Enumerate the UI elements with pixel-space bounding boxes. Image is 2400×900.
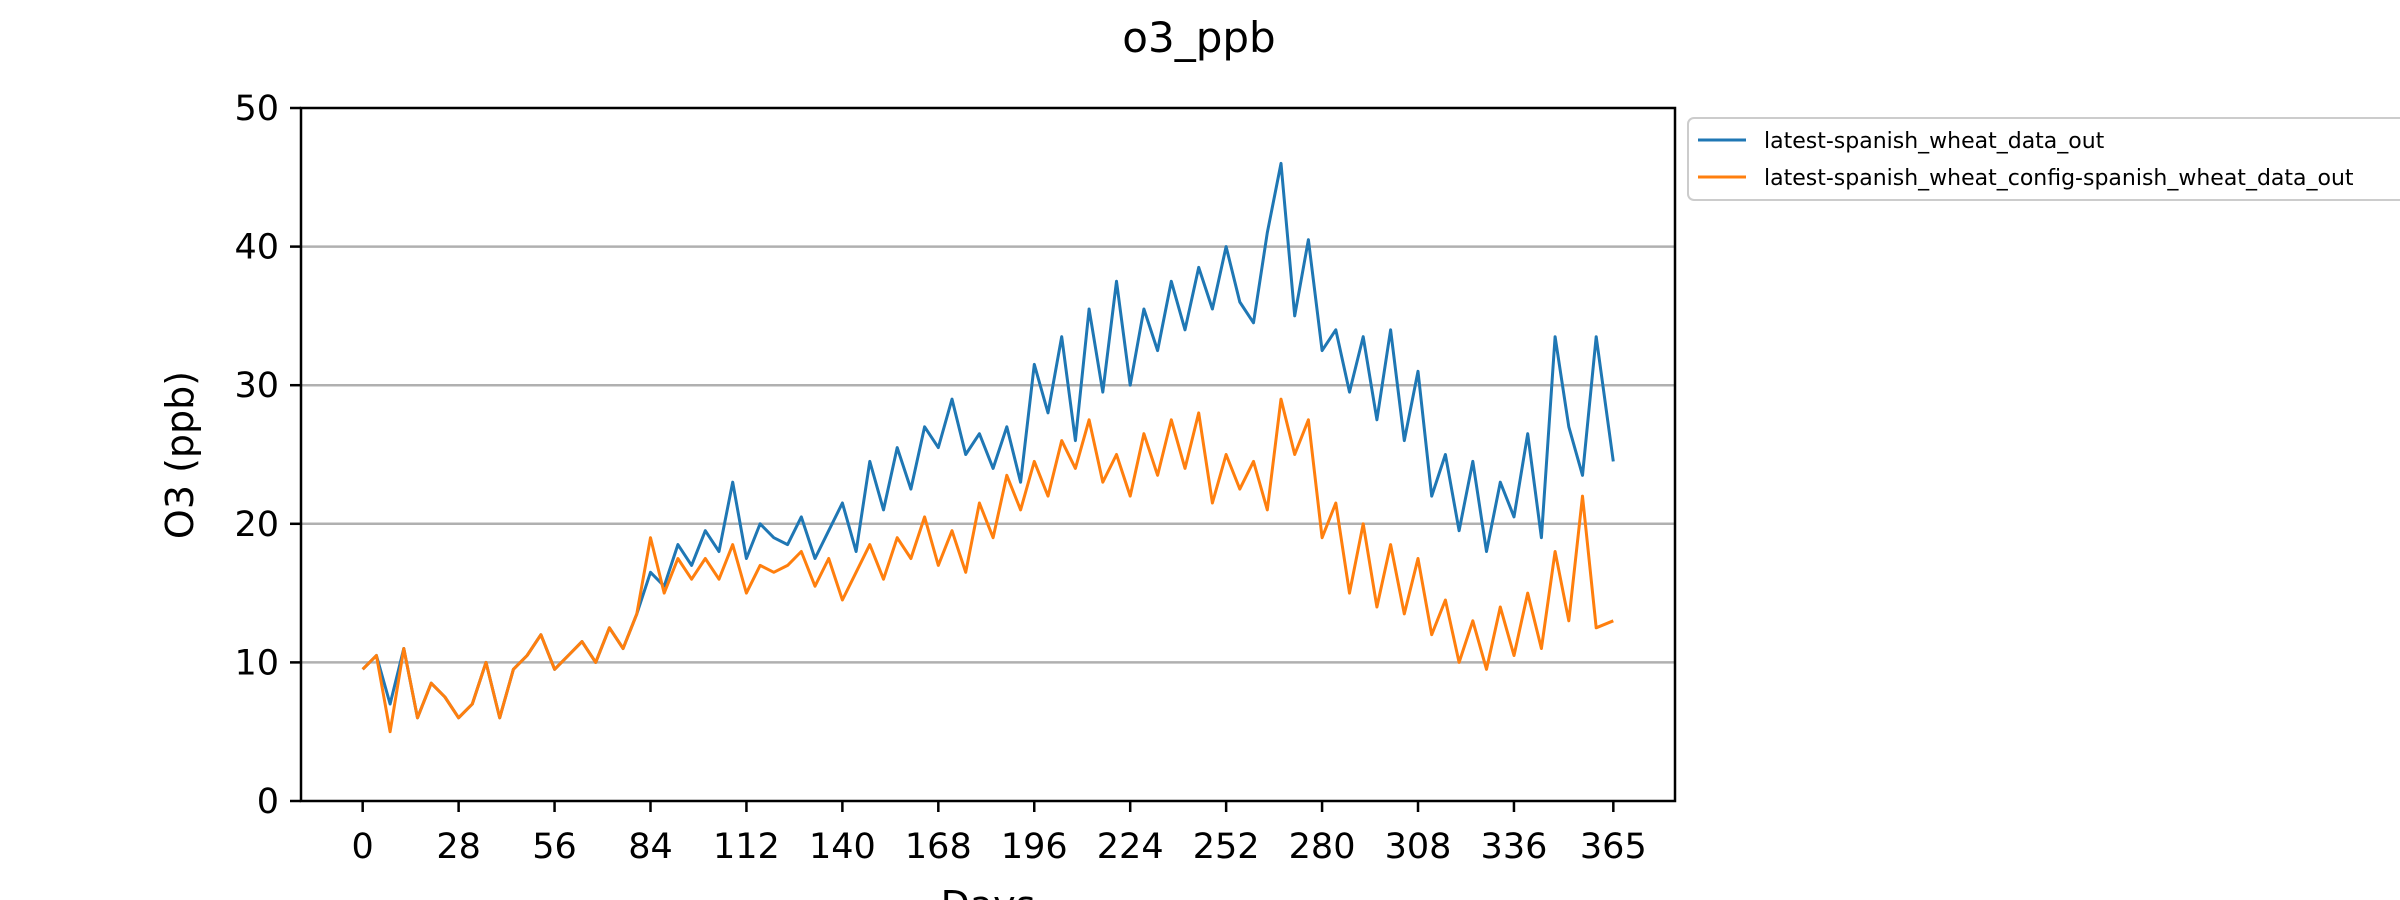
x-tick-label: 0 xyxy=(352,827,374,867)
legend-box xyxy=(1687,117,2400,201)
y-tick-label: 30 xyxy=(234,366,279,406)
x-tick-label: 336 xyxy=(1481,827,1548,867)
chart-title: o3_ppb xyxy=(1122,13,1275,62)
y-axis: 0 10 20 30 40 50 xyxy=(234,89,301,822)
grid-lines xyxy=(301,245,1675,664)
legend: latest-spanish_wheat_data_out latest-span… xyxy=(1687,117,2400,201)
x-axis: 0 28 56 84 112 140 168 196 224 252 280 308 336 365 xyxy=(352,801,1647,867)
x-tick-label: 28 xyxy=(436,827,481,867)
legend-label-1: latest-spanish_wheat_data_out xyxy=(1764,129,2105,154)
x-tick-label: 168 xyxy=(905,827,972,867)
y-tick-label: 40 xyxy=(234,228,279,268)
x-tick-label: 252 xyxy=(1193,827,1260,867)
y-tick-label: 0 xyxy=(257,782,279,822)
x-tick-label: 308 xyxy=(1385,827,1452,867)
x-tick-label: 140 xyxy=(809,827,876,867)
x-tick-label: 112 xyxy=(713,827,780,867)
y-axis-label: O3 (ppb) xyxy=(158,371,202,539)
x-axis-label: Days xyxy=(941,883,1036,900)
x-tick-label: 224 xyxy=(1097,827,1164,867)
y-tick-label: 50 xyxy=(234,89,279,129)
y-tick-label: 10 xyxy=(234,643,279,683)
legend-label-2: latest-spanish_wheat_config-spanish_whea… xyxy=(1764,166,2354,191)
x-tick-label: 56 xyxy=(532,827,577,867)
x-tick-label: 196 xyxy=(1001,827,1068,867)
plot-frame xyxy=(299,106,1677,803)
x-tick-label: 280 xyxy=(1289,827,1356,867)
x-tick-label: 84 xyxy=(628,827,673,867)
series-lines xyxy=(361,161,1615,734)
y-tick-label: 20 xyxy=(234,505,279,545)
x-tick-label: 365 xyxy=(1580,827,1647,867)
series-line-2 xyxy=(361,397,1614,734)
